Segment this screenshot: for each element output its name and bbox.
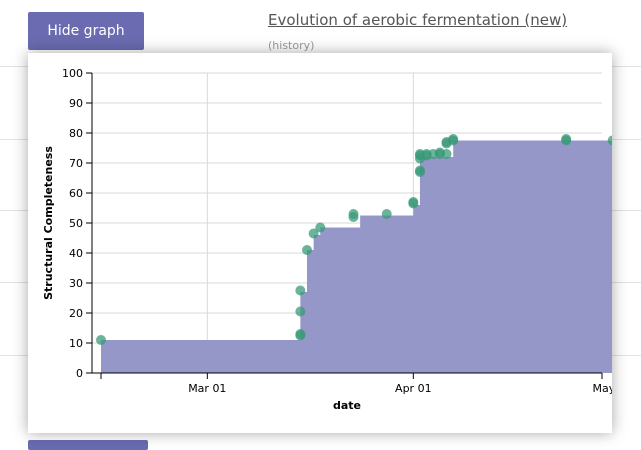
y-tick-label: 100 (62, 67, 83, 80)
data-point (295, 329, 306, 339)
history-link[interactable]: (history) (268, 39, 315, 52)
data-point (414, 165, 425, 176)
data-point (96, 335, 106, 345)
data-point (441, 149, 452, 159)
data-point (295, 285, 306, 296)
data-point (315, 222, 326, 233)
structural-completeness-chart: 0 10 20 30 40 50 60 70 80 90 100 Mar 01 Apr 01 May 01… (42, 67, 612, 412)
y-tick-label: 50 (69, 217, 83, 230)
x-axis-title: date (333, 399, 361, 412)
y-tick-label: 30 (69, 277, 83, 290)
y-tick-label: 60 (69, 187, 83, 200)
x-tick-label: May 01 (593, 382, 612, 395)
completeness-area (101, 140, 612, 373)
data-point (448, 134, 459, 144)
data-point (561, 134, 572, 144)
data-point (308, 228, 319, 239)
data-point (381, 209, 392, 219)
data-point (295, 306, 306, 317)
page-title-link[interactable]: Evolution of aerobic fermentation (new) (268, 11, 568, 29)
data-points (96, 134, 612, 345)
data-point (607, 135, 612, 146)
data-point (301, 245, 312, 255)
y-tick-label: 10 (69, 337, 83, 350)
x-tick-label: Mar 01 (188, 382, 226, 395)
data-point (408, 197, 419, 207)
y-tick-label: 70 (69, 157, 83, 170)
x-tick-label: Apr 01 (395, 382, 432, 395)
data-point (348, 209, 359, 219)
bottom-button-partial[interactable] (28, 440, 148, 450)
y-tick-label: 80 (69, 127, 83, 140)
y-tick-label: 0 (76, 367, 83, 380)
y-tick-label: 40 (69, 247, 83, 260)
graph-popup: 0 10 20 30 40 50 60 70 80 90 100 Mar 01 Apr 01 May 01… (28, 53, 612, 433)
y-axis-title: Structural Completeness (42, 146, 55, 300)
y-tick-label: 90 (69, 97, 83, 110)
axes (86, 72, 603, 379)
axis-labels: 0 10 20 30 40 50 60 70 80 90 100 Mar 01 Apr 01 May 01 (62, 67, 612, 395)
y-tick-label: 20 (69, 307, 83, 320)
hide-graph-button[interactable]: Hide graph (28, 12, 144, 50)
